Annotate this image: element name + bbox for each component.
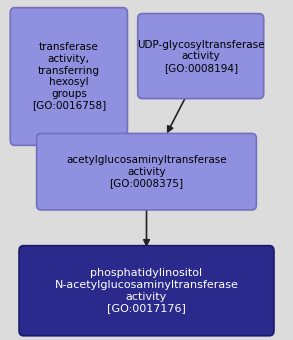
FancyBboxPatch shape <box>37 134 256 210</box>
FancyBboxPatch shape <box>19 245 274 336</box>
Text: transferase
activity,
transferring
hexosyl
groups
[GO:0016758]: transferase activity, transferring hexos… <box>32 42 106 110</box>
Text: UDP-glycosyltransferase
activity
[GO:0008194]: UDP-glycosyltransferase activity [GO:000… <box>137 39 265 73</box>
FancyBboxPatch shape <box>10 7 127 146</box>
Text: phosphatidylinositol
N-acetylglucosaminyltransferase
activity
[GO:0017176]: phosphatidylinositol N-acetylglucosaminy… <box>54 268 239 313</box>
Text: acetylglucosaminyltransferase
activity
[GO:0008375]: acetylglucosaminyltransferase activity [… <box>66 155 227 188</box>
FancyBboxPatch shape <box>138 14 264 99</box>
